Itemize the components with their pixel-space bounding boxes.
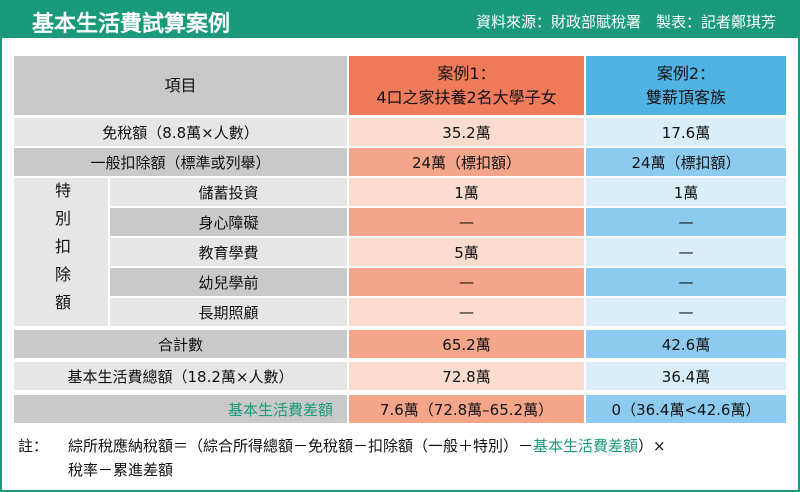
value-cell: 5萬 bbox=[349, 238, 584, 266]
value-cell: 17.6萬 bbox=[586, 118, 786, 146]
note-highlight: 基本生活費差額 bbox=[533, 437, 639, 455]
header-cell: 案例2： 雙薪頂客族 bbox=[586, 56, 786, 115]
row-label: 身心障礙 bbox=[110, 208, 347, 236]
value-text: 72.8萬 bbox=[442, 367, 491, 386]
row-label: 幼兒學前 bbox=[110, 268, 347, 296]
row-label: 合計數 bbox=[14, 330, 347, 358]
row-label-text: 基本生活費總額（18.2萬×人數） bbox=[67, 367, 294, 386]
value-text: — bbox=[459, 303, 474, 321]
value-cell: — bbox=[586, 238, 786, 266]
row-label: 教育學費 bbox=[110, 238, 347, 266]
note-text: ）× bbox=[638, 437, 666, 455]
value-cell: 1萬 bbox=[349, 178, 584, 206]
value-cell: 1萬 bbox=[586, 178, 786, 206]
value-cell: 35.2萬 bbox=[349, 118, 584, 146]
value-text: 5萬 bbox=[454, 243, 479, 262]
row-label: 長期照顧 bbox=[110, 298, 347, 326]
header-text: 案例1： bbox=[437, 63, 496, 83]
value-cell: 65.2萬 bbox=[349, 330, 584, 358]
value-text: 65.2萬 bbox=[442, 335, 491, 354]
row-label-text: 免稅額（8.8萬×人數） bbox=[102, 123, 259, 142]
value-text: 1萬 bbox=[673, 183, 699, 202]
value-text: 7.6萬（72.8萬–65.2萬） bbox=[379, 400, 554, 419]
value-text: — bbox=[678, 243, 694, 261]
value-cell: 72.8萬 bbox=[349, 362, 584, 390]
row-label: 基本生活費總額（18.2萬×人數） bbox=[14, 362, 347, 390]
row-label-text: 身心障礙 bbox=[198, 213, 259, 232]
value-cell: — bbox=[349, 298, 584, 326]
value-text: 0（36.4萬<42.6萬） bbox=[611, 400, 761, 419]
header-bar: 基本生活費試算案例 資料來源：財政部賦稅署 製表：記者鄭琪芳 bbox=[2, 2, 798, 38]
title: 基本生活費試算案例 bbox=[32, 12, 231, 37]
row-label-text: 一般扣除額（標準或列舉） bbox=[90, 153, 271, 172]
row-label: 儲蓄投資 bbox=[110, 178, 347, 206]
value-text: — bbox=[678, 273, 694, 291]
header-cell: 案例1： 4口之家扶養2名大學子女 bbox=[349, 56, 584, 115]
value-text: 36.4萬 bbox=[661, 367, 711, 386]
row-label: 免稅額（8.8萬×人數） bbox=[14, 118, 347, 146]
value-cell: 0（36.4萬<42.6萬） bbox=[586, 395, 786, 423]
value-cell: 24萬（標扣額） bbox=[349, 148, 584, 176]
value-text: 17.6萬 bbox=[661, 123, 711, 142]
header-text: 雙薪頂客族 bbox=[645, 87, 726, 107]
note-text: 綜所稅應納稅額＝（綜合所得總額－免稅額－扣除額（一般＋特別）－ bbox=[68, 437, 534, 455]
row-label-text: 幼兒學前 bbox=[198, 273, 259, 292]
row-label: 一般扣除額（標準或列舉） bbox=[14, 148, 347, 176]
value-cell: 42.6萬 bbox=[586, 330, 786, 358]
value-cell: — bbox=[586, 208, 786, 236]
row-label-text: 教育學費 bbox=[198, 243, 259, 262]
value-text: 24萬（標扣額） bbox=[411, 153, 522, 172]
value-text: 24萬（標扣額） bbox=[631, 153, 741, 172]
row-label-text: 合計數 bbox=[157, 335, 203, 354]
header-text: 項目 bbox=[164, 75, 197, 95]
group-label-text: 特別扣除額 bbox=[52, 182, 71, 322]
value-text: — bbox=[678, 303, 694, 321]
header-text: 案例2： bbox=[656, 63, 716, 83]
row-label-text: 長期照顧 bbox=[198, 303, 259, 322]
value-cell: 36.4萬 bbox=[586, 362, 786, 390]
value-cell: — bbox=[586, 268, 786, 296]
source: 資料來源：財政部賦稅署 製表：記者鄭琪芳 bbox=[475, 13, 776, 31]
value-cell: 7.6萬（72.8萬–65.2萬） bbox=[349, 395, 584, 423]
row-label-text: 基本生活費差額 bbox=[227, 400, 333, 419]
row-label-text: 儲蓄投資 bbox=[198, 183, 259, 202]
header-cell: 項目 bbox=[14, 56, 347, 115]
value-text: — bbox=[459, 213, 474, 231]
value-cell: 24萬（標扣額） bbox=[586, 148, 786, 176]
note-label: 註： bbox=[18, 437, 49, 455]
value-cell: — bbox=[349, 208, 584, 236]
row-label: 基本生活費差額 bbox=[14, 395, 347, 423]
header-text: 4口之家扶養2名大學子女 bbox=[376, 87, 557, 107]
value-text: 1萬 bbox=[454, 183, 479, 202]
value-cell: — bbox=[349, 268, 584, 296]
note-text: 稅率－累進差額 bbox=[68, 461, 174, 479]
value-text: 42.6萬 bbox=[661, 335, 711, 354]
value-text: 35.2萬 bbox=[442, 123, 491, 142]
value-text: — bbox=[678, 213, 694, 231]
footnote: 註： 綜所稅應納稅額＝（綜合所得總額－免稅額－扣除額（一般＋特別）－基本生活費差… bbox=[18, 434, 788, 482]
value-text: — bbox=[459, 273, 474, 291]
value-cell: — bbox=[586, 298, 786, 326]
group-label: 特別扣除額 bbox=[14, 178, 108, 326]
